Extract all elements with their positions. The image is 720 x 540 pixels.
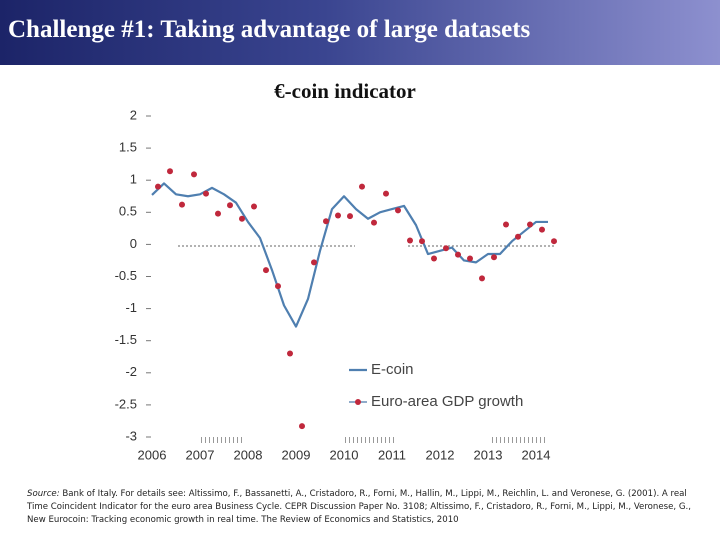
data-point (479, 275, 485, 282)
data-point (431, 255, 437, 262)
x-tick-label: 2014 (522, 447, 551, 462)
y-tick-label: -1 (125, 300, 137, 315)
y-tick-label: 2 (130, 107, 137, 122)
data-point (323, 218, 329, 225)
data-point (347, 213, 353, 220)
data-point (155, 183, 161, 190)
y-tick-label: 1.5 (119, 140, 137, 155)
slide-title: Challenge #1: Taking advantage of large … (8, 16, 531, 43)
data-point (503, 221, 509, 228)
header-bar: Challenge #1: Taking advantage of large … (0, 0, 720, 65)
source-text: Bank of Italy. For details see: Altissim… (27, 489, 692, 525)
data-point (335, 212, 341, 219)
x-tick-label: 2011 (378, 447, 406, 462)
y-tick-label: -3 (125, 428, 137, 443)
x-tick-label: 2008 (234, 447, 263, 462)
data-point (371, 219, 377, 226)
source-label: Source: (27, 489, 60, 499)
y-tick-label: -0.5 (115, 268, 137, 283)
data-point (251, 203, 257, 210)
data-point (203, 190, 209, 197)
x-tick-label: 2012 (426, 447, 455, 462)
data-point (263, 267, 269, 274)
data-point (515, 233, 521, 240)
y-tick-label: -1.5 (115, 332, 137, 347)
legend-label: E-coin (371, 361, 414, 378)
data-point (491, 254, 497, 261)
series-line (151, 182, 548, 328)
data-point (359, 183, 365, 190)
data-point (539, 226, 545, 233)
y-tick-label: 0.5 (119, 204, 137, 219)
y-tick-label: 0 (130, 236, 137, 251)
x-tick-label: 2009 (282, 447, 311, 462)
data-point (179, 201, 185, 208)
data-point (467, 255, 473, 262)
data-point (215, 210, 221, 217)
y-tick-label: 1 (130, 172, 137, 187)
chart-title: €-coin indicator (274, 79, 416, 103)
data-point (287, 350, 293, 357)
y-tick-label: -2.5 (115, 396, 137, 411)
data-point (551, 238, 557, 245)
data-point (275, 283, 281, 290)
data-point (527, 221, 533, 228)
legend-swatch-dot (355, 399, 361, 405)
x-tick-label: 2006 (138, 447, 167, 462)
x-tick-label: 2010 (330, 447, 359, 462)
data-point (167, 168, 173, 175)
data-point (455, 251, 461, 258)
data-point (311, 259, 317, 266)
data-point (299, 423, 305, 430)
x-tick-label: 2013 (474, 447, 503, 462)
data-point (227, 202, 233, 209)
y-tick-label: -2 (125, 364, 137, 379)
x-tick-label: 2007 (186, 447, 215, 462)
data-point (239, 215, 245, 222)
data-point (419, 238, 425, 245)
legend-label: Euro-area GDP growth (371, 393, 523, 410)
data-point (395, 207, 401, 214)
source-note: Source: Bank of Italy. For details see: … (27, 488, 697, 527)
data-point (191, 171, 197, 178)
data-point (383, 190, 389, 197)
data-point (407, 237, 413, 244)
data-point (443, 245, 449, 252)
